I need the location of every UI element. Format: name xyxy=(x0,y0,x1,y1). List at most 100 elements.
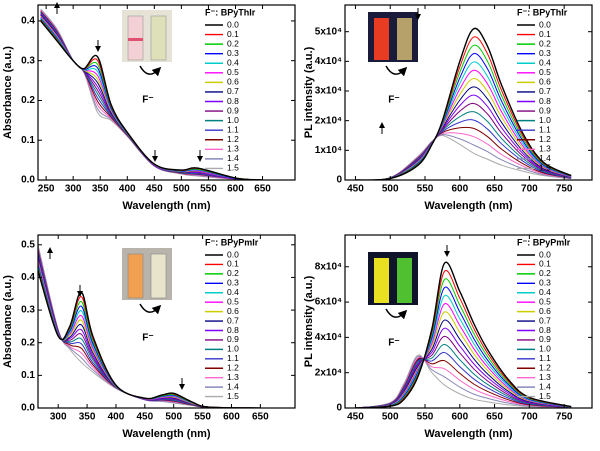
legend-label: 0.1 xyxy=(539,29,551,39)
spectrum-line xyxy=(355,278,572,408)
x-tick-label: 300 xyxy=(65,184,82,195)
y-tick-label: 0 xyxy=(336,175,342,186)
legend-label: 0.4 xyxy=(227,287,239,297)
legend-label: 0.4 xyxy=(539,58,551,68)
legend-label: 0.6 xyxy=(539,77,551,87)
x-tick-label: 350 xyxy=(92,184,109,195)
spectrum-line xyxy=(355,261,572,408)
legend-label: 1.5 xyxy=(227,391,239,401)
legend-label: 1.3 xyxy=(539,144,551,154)
x-tick-label: 250 xyxy=(38,184,55,195)
x-tick-label: 450 xyxy=(347,184,364,195)
legend-label: 0.6 xyxy=(227,77,239,87)
legend-label: 1.0 xyxy=(227,344,239,354)
x-axis-title: Wavelength (nm) xyxy=(424,200,513,212)
inset-label: F⁻ xyxy=(142,95,153,106)
plot-area xyxy=(355,261,572,408)
inset-label: F⁻ xyxy=(388,338,399,349)
legend-label: 1.3 xyxy=(227,372,239,382)
y-tick-label: 3x10⁴ xyxy=(315,86,342,97)
x-tick-label: 700 xyxy=(521,412,538,423)
y-tick-label: 4x10⁴ xyxy=(315,332,342,343)
y-tick-label: 0.4 xyxy=(21,272,35,283)
x-tick-label: 450 xyxy=(136,412,153,423)
inset-photo xyxy=(122,10,172,62)
legend-label: 1.3 xyxy=(227,144,239,154)
legend-label: 0.8 xyxy=(227,325,239,335)
legend-label: 1.4 xyxy=(539,381,551,391)
legend-label: 0.5 xyxy=(227,67,239,77)
y-tick-label: 0.2 xyxy=(21,337,35,348)
x-tick-label: 650 xyxy=(254,184,271,195)
legend-label: 0.1 xyxy=(227,29,239,39)
legend-label: 0.6 xyxy=(227,306,239,316)
legend-label: 0.3 xyxy=(227,278,239,288)
legend-label: 1.2 xyxy=(227,363,239,373)
legend-label: 0.7 xyxy=(539,315,551,325)
legend-label: 1.1 xyxy=(539,353,551,363)
legend-label: 0.0 xyxy=(539,249,551,259)
x-tick-label: 750 xyxy=(556,184,573,195)
x-tick-label: 600 xyxy=(223,412,240,423)
plot-area xyxy=(38,244,261,408)
legend-label: 1.5 xyxy=(227,163,239,173)
spectrum-line xyxy=(355,335,572,408)
legend-label: 0.5 xyxy=(227,296,239,306)
spectrum-line xyxy=(355,327,572,408)
legend-label: 1.1 xyxy=(539,124,551,134)
legend-label: 0.9 xyxy=(539,334,551,344)
x-tick-label: 350 xyxy=(79,412,96,423)
x-tick-label: 550 xyxy=(417,412,434,423)
spectrum-line xyxy=(355,27,572,180)
legend-label: 1.3 xyxy=(539,372,551,382)
legend-label: 0.2 xyxy=(227,268,239,278)
y-tick-label: 0 xyxy=(336,403,342,414)
legend-label: 1.5 xyxy=(539,391,551,401)
legend-label: 0.5 xyxy=(539,67,551,77)
legend-label: 0.6 xyxy=(539,306,551,316)
plot-area xyxy=(355,27,572,180)
x-tick-label: 300 xyxy=(50,412,67,423)
legend-label: 0.0 xyxy=(227,249,239,259)
x-tick-label: 750 xyxy=(556,412,573,423)
legend-label: 0.0 xyxy=(539,19,551,29)
inset-arrow xyxy=(139,303,162,315)
y-tick-label: 0.2 xyxy=(21,95,35,106)
legend-label: 0.8 xyxy=(539,96,551,106)
y-tick-label: 6x10⁴ xyxy=(315,297,342,308)
y-tick-label: 0.0 xyxy=(21,403,35,414)
legend-label: 0.2 xyxy=(539,38,551,48)
inset-arrow xyxy=(385,65,408,77)
x-tick-label: 550 xyxy=(200,184,217,195)
spectrum-line xyxy=(355,343,572,408)
inset-arrow xyxy=(385,308,408,320)
plot-frame xyxy=(344,234,593,409)
legend-label: 0.3 xyxy=(539,278,551,288)
spectrum-line xyxy=(355,294,572,408)
y-tick-label: 2x10⁴ xyxy=(315,367,342,378)
legend-label: 0.1 xyxy=(539,259,551,269)
x-axis-title: Wavelength (nm) xyxy=(122,428,211,440)
inset-photo xyxy=(122,248,172,300)
y-tick-label: 0.4 xyxy=(21,16,35,27)
legend-label: 0.4 xyxy=(227,58,239,68)
inset-label: F⁻ xyxy=(142,333,153,344)
plot-frame xyxy=(37,234,296,409)
x-tick-label: 700 xyxy=(521,184,538,195)
x-tick-label: 500 xyxy=(173,184,190,195)
x-tick-label: 550 xyxy=(194,412,211,423)
x-axis-title: Wavelength (nm) xyxy=(424,428,513,440)
x-tick-label: 600 xyxy=(451,184,468,195)
spectrum-line xyxy=(355,357,572,408)
spectrum-line xyxy=(355,311,572,408)
plot-area xyxy=(40,8,263,180)
spectrum-line xyxy=(38,270,261,408)
spectrum-line xyxy=(40,20,263,180)
plot-frame xyxy=(344,4,593,181)
y-tick-label: 1x10⁴ xyxy=(315,145,342,156)
legend-label: 1.2 xyxy=(539,134,551,144)
x-axis-title: Wavelength (nm) xyxy=(122,200,211,212)
legend-label: 1.0 xyxy=(539,344,551,354)
spectrum-line xyxy=(355,303,572,408)
legend-title: F⁻: BPyPmIr xyxy=(205,237,259,247)
